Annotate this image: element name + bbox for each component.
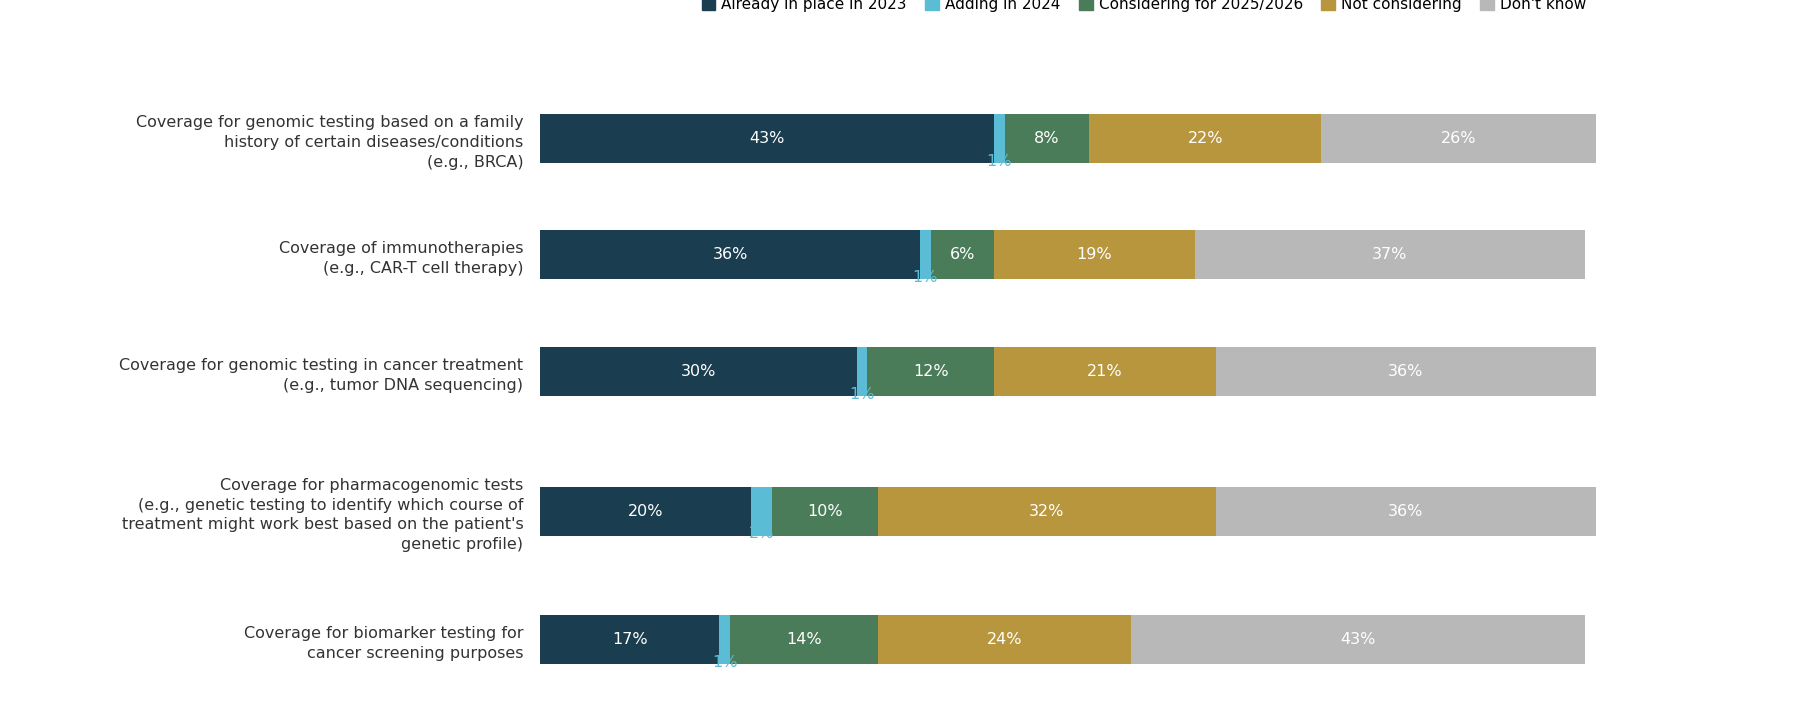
Bar [720,615,731,664]
Text: 36%: 36% [1388,364,1424,379]
Bar [857,347,868,396]
Bar [540,114,994,163]
Bar [878,615,1130,664]
Bar [868,347,994,396]
Bar [1215,487,1597,536]
Bar [1321,114,1597,163]
Text: 8%: 8% [1033,131,1060,146]
Text: 1%: 1% [913,270,938,285]
Bar [1130,615,1586,664]
Text: 37%: 37% [1372,248,1408,262]
Text: 2%: 2% [749,526,774,541]
Bar [1195,230,1586,279]
Text: 19%: 19% [1076,248,1112,262]
Text: 10%: 10% [806,503,842,518]
Text: 36%: 36% [713,248,747,262]
Bar [751,487,772,536]
Text: 14%: 14% [787,631,823,647]
Text: 30%: 30% [680,364,716,379]
Text: 24%: 24% [986,631,1022,647]
Text: 36%: 36% [1388,503,1424,518]
Legend: Already in place in 2023, Adding in 2024, Considering for 2025/2026, Not conside: Already in place in 2023, Adding in 2024… [702,0,1586,12]
Bar [540,347,857,396]
Text: 32%: 32% [1030,503,1064,518]
Text: 1%: 1% [713,654,738,670]
Text: 12%: 12% [913,364,949,379]
Bar [920,230,931,279]
Text: 43%: 43% [749,131,785,146]
Text: 26%: 26% [1440,131,1476,146]
Bar [540,615,720,664]
Bar [540,230,920,279]
Bar [1215,347,1597,396]
Text: 1%: 1% [850,387,875,402]
Text: 6%: 6% [950,248,976,262]
Bar [878,487,1215,536]
Bar [1089,114,1321,163]
Text: 43%: 43% [1341,631,1375,647]
Bar [1004,114,1089,163]
Bar [772,487,878,536]
Text: 21%: 21% [1087,364,1123,379]
Text: 17%: 17% [612,631,648,647]
Text: 20%: 20% [628,503,664,518]
Bar [931,230,994,279]
Bar [731,615,878,664]
Bar [540,487,751,536]
Bar [994,114,1004,163]
Bar [994,347,1215,396]
Bar [994,230,1195,279]
Text: 22%: 22% [1188,131,1222,146]
Text: 1%: 1% [986,153,1012,168]
